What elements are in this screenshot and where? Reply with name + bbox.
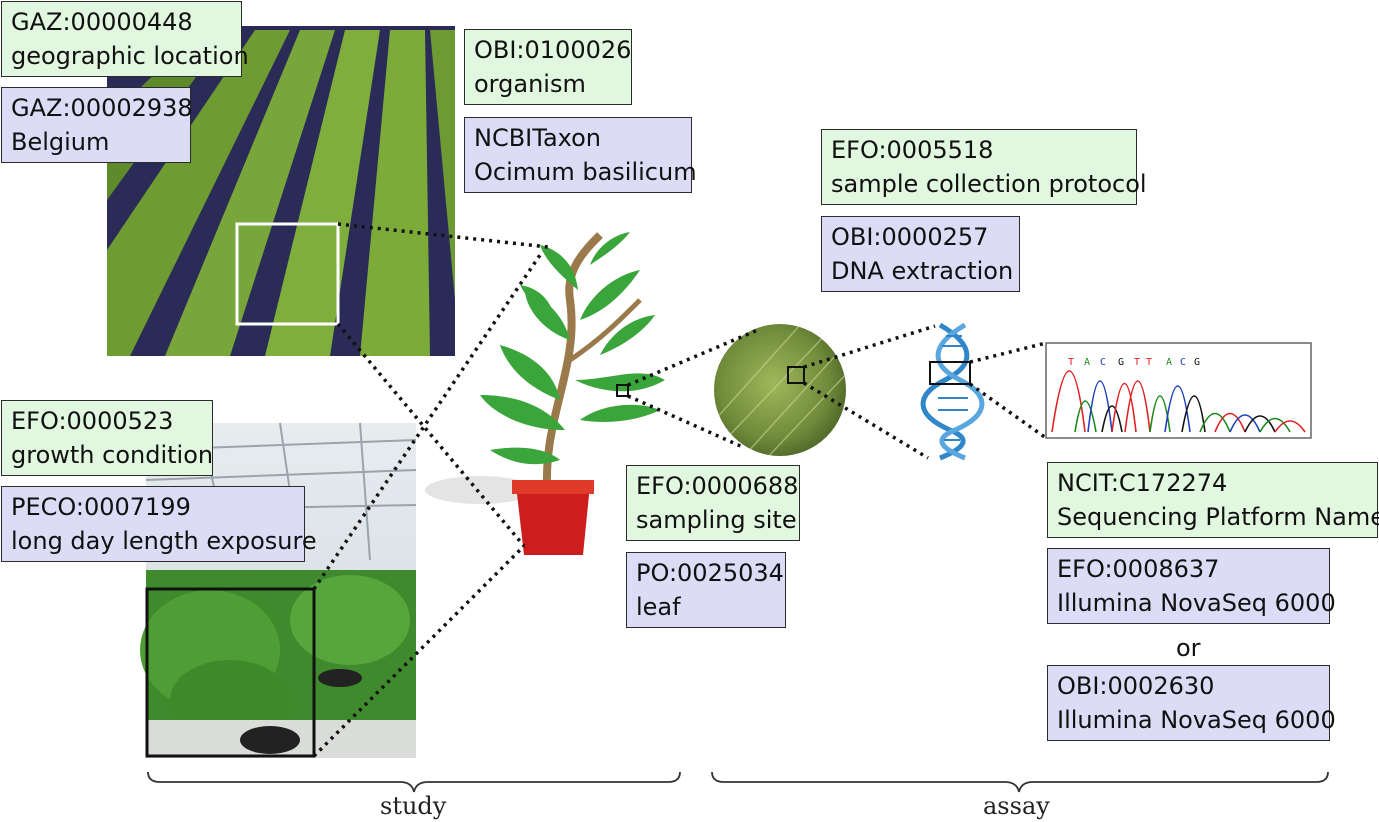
sequence-letter: T: [1068, 357, 1074, 368]
term-label: sampling site: [636, 506, 797, 534]
sequence-letter: C: [1100, 357, 1106, 368]
value-label: long day length exposure: [11, 527, 317, 555]
value-id: PO:0025034: [636, 559, 784, 587]
sampling-site-term: EFO:0000688 sampling site: [626, 465, 800, 541]
term-id: EFO:0005518: [831, 136, 994, 164]
term-id: GAZ:00000448: [11, 8, 193, 36]
sequencing-platform-value-efo: EFO:0008637 Illumina NovaSeq 6000: [1047, 548, 1336, 624]
cell-zoom-box: [787, 366, 805, 384]
sample-protocol-term: EFO:0005518 sample collection protocol: [821, 129, 1147, 205]
term-label: organism: [474, 70, 586, 98]
term-label: geographic location: [11, 42, 249, 70]
sample-protocol-value: OBI:0000257 DNA extraction: [821, 216, 1020, 292]
term-id: EFO:0000523: [11, 407, 174, 435]
term-label: Sequencing Platform Name: [1057, 503, 1379, 531]
assay-brace: [711, 771, 1329, 793]
value-id: NCBITaxon: [474, 124, 602, 152]
geo-location-value: GAZ:00002938 Belgium: [1, 87, 193, 163]
field-zoom-box: [235, 222, 340, 326]
sequence-letter: G: [1194, 357, 1200, 368]
zoom-connectors: [312, 222, 1048, 758]
sequencing-platform-value-obi: OBI:0002630 Illumina NovaSeq 6000: [1047, 665, 1336, 741]
or-separator: or: [1176, 634, 1201, 662]
value-label: Illumina NovaSeq 6000: [1057, 706, 1336, 734]
study-label: study: [380, 792, 447, 820]
growth-condition-term: EFO:0000523 growth condition: [1, 400, 213, 476]
dna-zoom-box: [929, 361, 971, 385]
field-photo: [107, 26, 455, 356]
greenhouse-zoom-box: [145, 587, 316, 758]
sequence-letter: C: [1180, 357, 1186, 368]
term-id: EFO:0000688: [636, 472, 799, 500]
growth-condition-value: PECO:0007199 long day length exposure: [1, 486, 317, 562]
leaf-zoom-box: [616, 384, 629, 397]
sequence-letter: A: [1166, 357, 1172, 368]
leaf-micrograph: [714, 324, 846, 456]
study-brace: [147, 771, 681, 793]
organism-value: NCBITaxon Ocimum basilicum: [464, 117, 697, 193]
sequencing-platform-term: NCIT:C172274 Sequencing Platform Name: [1047, 462, 1379, 538]
term-id: NCIT:C172274: [1057, 469, 1228, 497]
term-id: OBI:0100026: [474, 36, 632, 64]
sequence-letter: G: [1118, 357, 1124, 368]
organism-term: OBI:0100026 organism: [464, 29, 632, 105]
term-label: sample collection protocol: [831, 170, 1147, 198]
greenhouse-photo: [140, 422, 417, 758]
value-id: OBI:0002630: [1057, 672, 1215, 700]
sequence-letter: T: [1146, 357, 1152, 368]
value-id: OBI:0000257: [831, 223, 989, 251]
value-id: GAZ:00002938: [11, 94, 193, 122]
plant-illustration: [425, 232, 665, 555]
sampling-site-value: PO:0025034 leaf: [626, 552, 786, 628]
dna-helix: [920, 322, 985, 461]
geo-location-term: GAZ:00000448 geographic location: [1, 1, 249, 77]
sequence-letter: A: [1084, 357, 1090, 368]
value-label: Ocimum basilicum: [474, 158, 697, 186]
value-label: Belgium: [11, 128, 110, 156]
value-id: PECO:0007199: [11, 493, 191, 521]
term-label: growth condition: [11, 441, 214, 469]
value-id: EFO:0008637: [1057, 555, 1220, 583]
value-label: leaf: [636, 593, 681, 621]
sequence-letter: T: [1134, 357, 1140, 368]
assay-label: assay: [983, 792, 1050, 820]
value-label: DNA extraction: [831, 257, 1014, 285]
value-label: Illumina NovaSeq 6000: [1057, 589, 1336, 617]
